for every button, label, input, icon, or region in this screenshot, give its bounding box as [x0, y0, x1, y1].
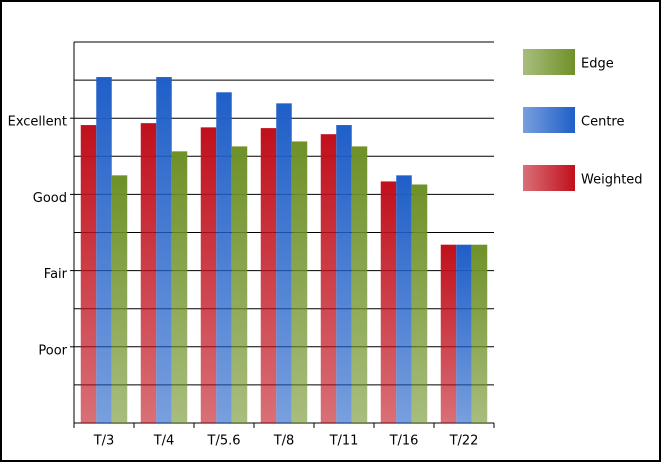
x-tick-label: T/3 [93, 434, 115, 449]
bar [396, 175, 412, 423]
legend-swatch [523, 107, 575, 133]
x-tick-label: T/22 [449, 434, 479, 449]
bar [96, 77, 112, 423]
bar [171, 151, 188, 424]
x-tick-label: T/5.6 [207, 434, 241, 449]
bar [380, 181, 397, 423]
legend-swatch [523, 49, 575, 75]
legend-label: Edge [581, 57, 614, 72]
bar [140, 123, 157, 423]
bar [156, 77, 172, 423]
bar [111, 175, 128, 423]
bar [216, 92, 232, 424]
bar [260, 128, 277, 423]
y-tick-label: Fair [44, 267, 68, 282]
bar [276, 103, 292, 423]
x-tick-label: T/4 [153, 434, 175, 449]
legend-swatch [523, 165, 575, 191]
bar [336, 125, 352, 424]
legend-label: Weighted [581, 173, 643, 188]
y-tick-label: Excellent [8, 115, 67, 130]
bar [471, 244, 488, 423]
bar [200, 127, 217, 424]
bar [440, 244, 457, 423]
bar [291, 141, 308, 424]
legend-label: Centre [581, 115, 624, 130]
x-tick-label: T/11 [329, 434, 359, 449]
bar [80, 125, 97, 424]
bar [231, 146, 248, 424]
bar [456, 244, 472, 423]
bar [351, 146, 368, 424]
x-tick-label: T/16 [389, 434, 419, 449]
bar [411, 184, 428, 423]
x-tick-label: T/8 [273, 434, 295, 449]
bar [320, 134, 337, 423]
y-tick-label: Poor [38, 343, 67, 358]
y-tick-label: Good [33, 191, 67, 206]
